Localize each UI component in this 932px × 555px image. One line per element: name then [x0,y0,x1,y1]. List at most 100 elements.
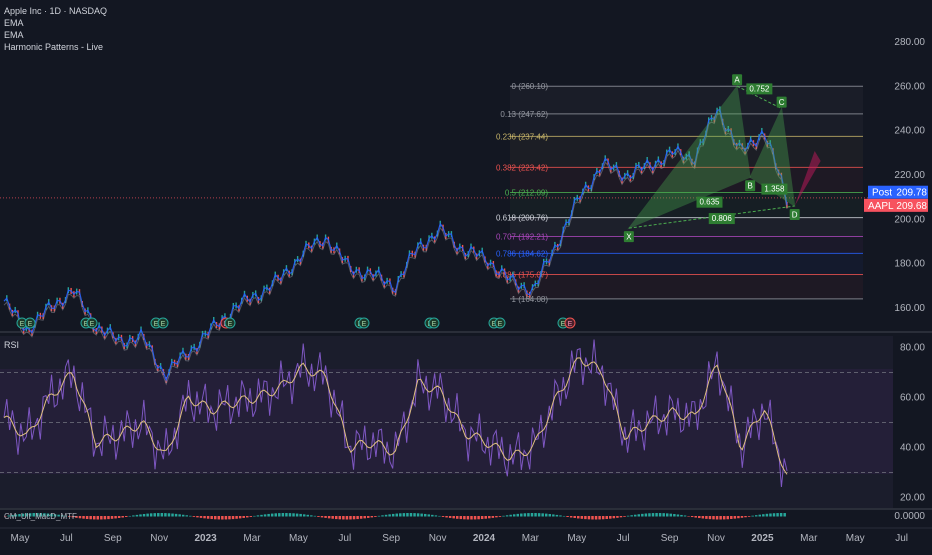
macd-bar [754,515,758,517]
macd-bar [21,513,25,517]
macd-bar [605,516,608,520]
x-tick-label: Nov [150,533,168,544]
macd-bar [409,513,413,517]
macd-bar [206,516,210,519]
macd-bar [110,516,114,519]
fib-label: 0.786 (184.62) [496,249,548,258]
macd-bar [431,514,434,517]
macd-bar [121,516,124,518]
indicator-harmonic[interactable]: Harmonic Patterns - Live [4,42,104,52]
symbol-title[interactable]: Apple Inc · 1D · NASDAQ [4,6,108,16]
macd-bar [196,516,199,518]
macd-pane-label[interactable]: CM_Ult_MacD_MTF [4,512,77,521]
price-tick-label: 220.00 [894,170,925,181]
macd-bar [359,516,363,519]
ratio-badge [708,213,735,225]
macd-bar [655,513,658,517]
event-marker-label: E [362,321,367,328]
macd-bar [114,516,117,519]
indicator-ema-1[interactable]: EMA [4,18,24,28]
event-marker-label: E [20,321,25,328]
indicator-ema-2[interactable]: EMA [4,30,24,40]
macd-bar [338,516,342,520]
pattern-xab [627,84,751,230]
macd-bar [562,515,566,517]
macd-bar [776,513,779,517]
macd-bar [107,516,110,520]
x-tick-label: May [11,533,30,544]
event-marker-label: E [228,321,233,328]
macd-tick-label: 0.0000 [894,511,925,522]
macd-bar [701,516,705,519]
macd-bar [185,515,189,517]
ema-line-2 [3,112,788,386]
macd-bar [491,516,495,518]
macd-bar [221,516,224,520]
macd-bar [278,513,281,517]
macd-bar [75,516,78,518]
macd-bar [132,515,135,517]
event-marker-label: E [561,321,566,328]
macd-bar [43,513,46,517]
macd-bar [683,515,687,517]
macd-bar [477,516,480,520]
rsi-tick-label: 80.00 [900,343,925,354]
macd-bar [334,516,338,520]
macd-bar [530,513,534,517]
macd-bar [377,515,381,517]
macd-bar [18,514,21,517]
post-badge [868,185,928,199]
macd-bar [231,516,235,520]
x-tick-label: Jul [895,533,908,544]
macd-bar [448,516,452,518]
x-tick-label: May [567,533,586,544]
macd-bar [580,516,584,519]
ratio-badge [696,196,723,208]
x-tick-label: 2025 [751,533,774,544]
macd-bar [680,514,683,517]
event-marker-label: E [432,321,437,328]
macd-bar [253,515,256,517]
macd-bar [256,515,260,517]
macd-bar [687,516,690,517]
event-marker [564,317,576,329]
pattern-point-badge [623,231,634,243]
ratio-label: 0.752 [749,84,770,93]
ratio-label: 0.806 [712,214,733,223]
macd-bar [32,513,35,517]
macd-bar [747,516,751,517]
macd-bar [587,516,591,520]
macd-bar [744,516,747,518]
macd-bar [495,516,498,518]
event-marker-label: E [568,321,573,328]
macd-bar [263,514,267,517]
x-tick-label: May [289,533,308,544]
event-marker [224,317,236,329]
price-tick-label: 200.00 [894,214,925,225]
macd-bar [694,516,697,518]
macd-bar [765,513,769,517]
price-tick-label: 260.00 [894,81,925,92]
macd-bar [302,514,306,517]
pattern-point-badge [789,209,800,220]
macd-bar [82,516,85,519]
macd-bar [224,516,228,520]
macd-bar [441,516,445,517]
macd-bar [117,516,121,518]
macd-bar [690,516,694,518]
macd-bar [313,515,317,517]
macd-bar [171,513,174,517]
rsi-line [3,339,788,488]
rsi-pane-label[interactable]: RSI [4,340,20,350]
price-tick-label: 180.00 [894,259,925,270]
post-badge-label: Post [872,188,892,199]
macd-bar [783,513,786,517]
fib-label: 0.382 (223.42) [496,163,548,172]
fib-label: 0.618 (200.76) [496,214,548,223]
macd-bar [445,516,448,518]
fib-label: 0.236 (237.44) [496,132,548,141]
macd-bar [381,515,384,517]
fib-band [510,86,863,114]
